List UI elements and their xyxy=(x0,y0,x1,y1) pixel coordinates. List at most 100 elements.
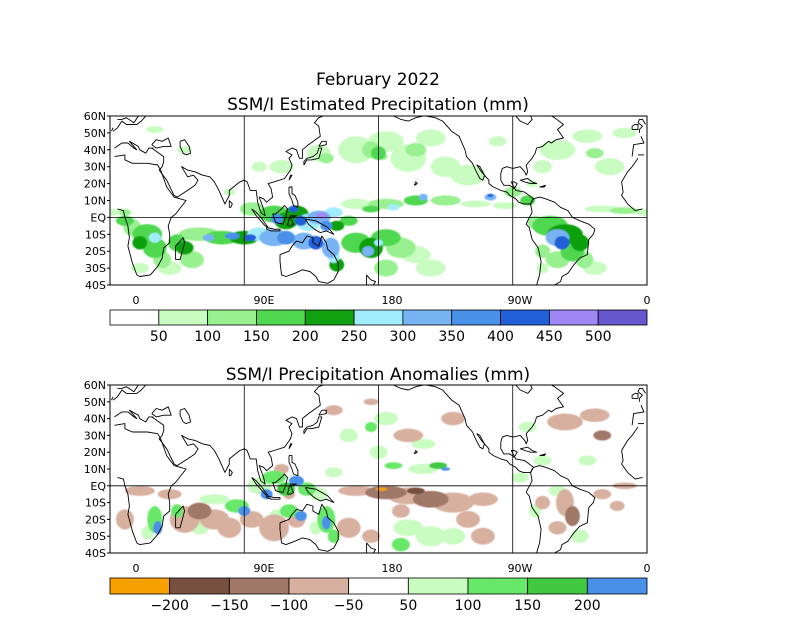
anomaly-map: 60N 50N 40N 30N 20N 10N EQ 10S 20S 30S 40S 0 90E 180… xyxy=(84,375,651,575)
lat-tick-label: 50N xyxy=(84,127,106,140)
field-cell xyxy=(157,489,182,500)
field-cell xyxy=(547,413,583,431)
field-cell xyxy=(593,489,612,500)
lat-tick-label: 30N xyxy=(84,429,106,442)
field-cell xyxy=(441,467,451,471)
coastline xyxy=(251,477,269,497)
coastline xyxy=(413,450,418,455)
field-cell xyxy=(327,529,340,543)
coastline xyxy=(525,472,542,553)
coastline xyxy=(305,487,335,504)
field-cell xyxy=(488,136,507,147)
field-cell xyxy=(362,246,375,257)
coastline xyxy=(539,453,547,457)
field-cell xyxy=(362,205,380,213)
coastline xyxy=(279,235,339,284)
field-cell xyxy=(548,521,567,535)
coastline xyxy=(151,116,324,217)
coastline xyxy=(112,385,147,401)
field-cell xyxy=(280,504,298,518)
coastline xyxy=(413,181,418,186)
coastline xyxy=(287,483,297,495)
colorbar-label: 200 xyxy=(292,329,319,345)
colorbar-label: 50 xyxy=(150,329,168,345)
field-cell xyxy=(391,537,410,552)
coastline xyxy=(287,215,297,227)
field-cell xyxy=(535,244,551,258)
field-cell xyxy=(493,202,518,209)
field-cell xyxy=(277,230,295,245)
lat-tick-label: 40N xyxy=(84,144,106,157)
coastline xyxy=(520,446,538,453)
colorbar-label: −150 xyxy=(210,598,248,614)
colorbar-label: −100 xyxy=(270,598,308,614)
field-cell xyxy=(339,215,358,226)
field-cell xyxy=(145,126,164,133)
field-cell xyxy=(324,467,343,478)
lat-tick-label: 40S xyxy=(85,279,106,292)
field-cell xyxy=(375,487,388,491)
coastline xyxy=(637,118,646,133)
field-cell xyxy=(511,472,530,483)
coastline xyxy=(266,495,281,500)
field-cell xyxy=(363,398,379,406)
field-cell xyxy=(487,193,494,198)
coastline xyxy=(631,405,645,426)
coastline xyxy=(621,181,643,212)
field-cell xyxy=(468,492,498,506)
coastline xyxy=(557,116,585,117)
field-cell xyxy=(315,212,328,220)
field-cell xyxy=(199,494,230,505)
coastline xyxy=(303,416,323,434)
colorbar-label: −50 xyxy=(334,598,364,614)
colorbar-swatch xyxy=(109,577,171,595)
lon-tick-label: 90E xyxy=(254,294,275,307)
field-cell xyxy=(341,198,372,209)
coastline xyxy=(631,124,639,130)
coastline xyxy=(118,108,128,117)
field-cell xyxy=(609,500,625,511)
coastline xyxy=(621,158,639,183)
coastline xyxy=(114,140,154,154)
field-cell xyxy=(418,193,428,201)
coastline xyxy=(525,203,542,285)
coastline xyxy=(530,196,596,285)
coastline xyxy=(179,408,192,425)
coastline xyxy=(114,423,187,546)
field-cell xyxy=(593,430,612,441)
colorbar-label: 200 xyxy=(574,598,601,614)
field-cell xyxy=(441,411,466,426)
field-cell xyxy=(415,259,446,277)
field-cell xyxy=(384,462,403,470)
lat-tick-label: 10S xyxy=(85,228,106,241)
field-cell xyxy=(612,127,637,138)
colorbar-swatch xyxy=(597,309,648,326)
colorbar-swatch xyxy=(304,309,355,326)
field-cell xyxy=(294,510,307,522)
coastline xyxy=(326,287,331,292)
coastline xyxy=(251,208,269,228)
coastline xyxy=(515,385,533,394)
field-cell xyxy=(579,408,610,422)
lat-tick-label: 60N xyxy=(84,379,106,392)
coastline xyxy=(614,375,626,378)
colorbar-swatch xyxy=(500,309,550,326)
coastline xyxy=(318,140,327,147)
coastline xyxy=(179,139,192,156)
field-cell xyxy=(187,502,212,520)
coastline xyxy=(175,505,186,529)
field-cell xyxy=(564,505,580,527)
field-cell xyxy=(594,158,625,176)
coastline xyxy=(114,154,187,277)
coastline xyxy=(621,426,639,451)
coastline xyxy=(303,147,323,166)
coastline xyxy=(111,127,114,132)
anomaly-colorbar: −200 −150 −100 −50 50 100 150 200 xyxy=(109,577,648,614)
lat-tick-label: 20S xyxy=(85,245,106,258)
coastline xyxy=(112,116,147,132)
lat-tick-label: EQ xyxy=(90,211,106,224)
colorbar-label: 500 xyxy=(585,329,612,345)
field-cell xyxy=(450,165,486,186)
coastline xyxy=(530,465,596,553)
lat-tick-label: EQ xyxy=(90,480,106,493)
